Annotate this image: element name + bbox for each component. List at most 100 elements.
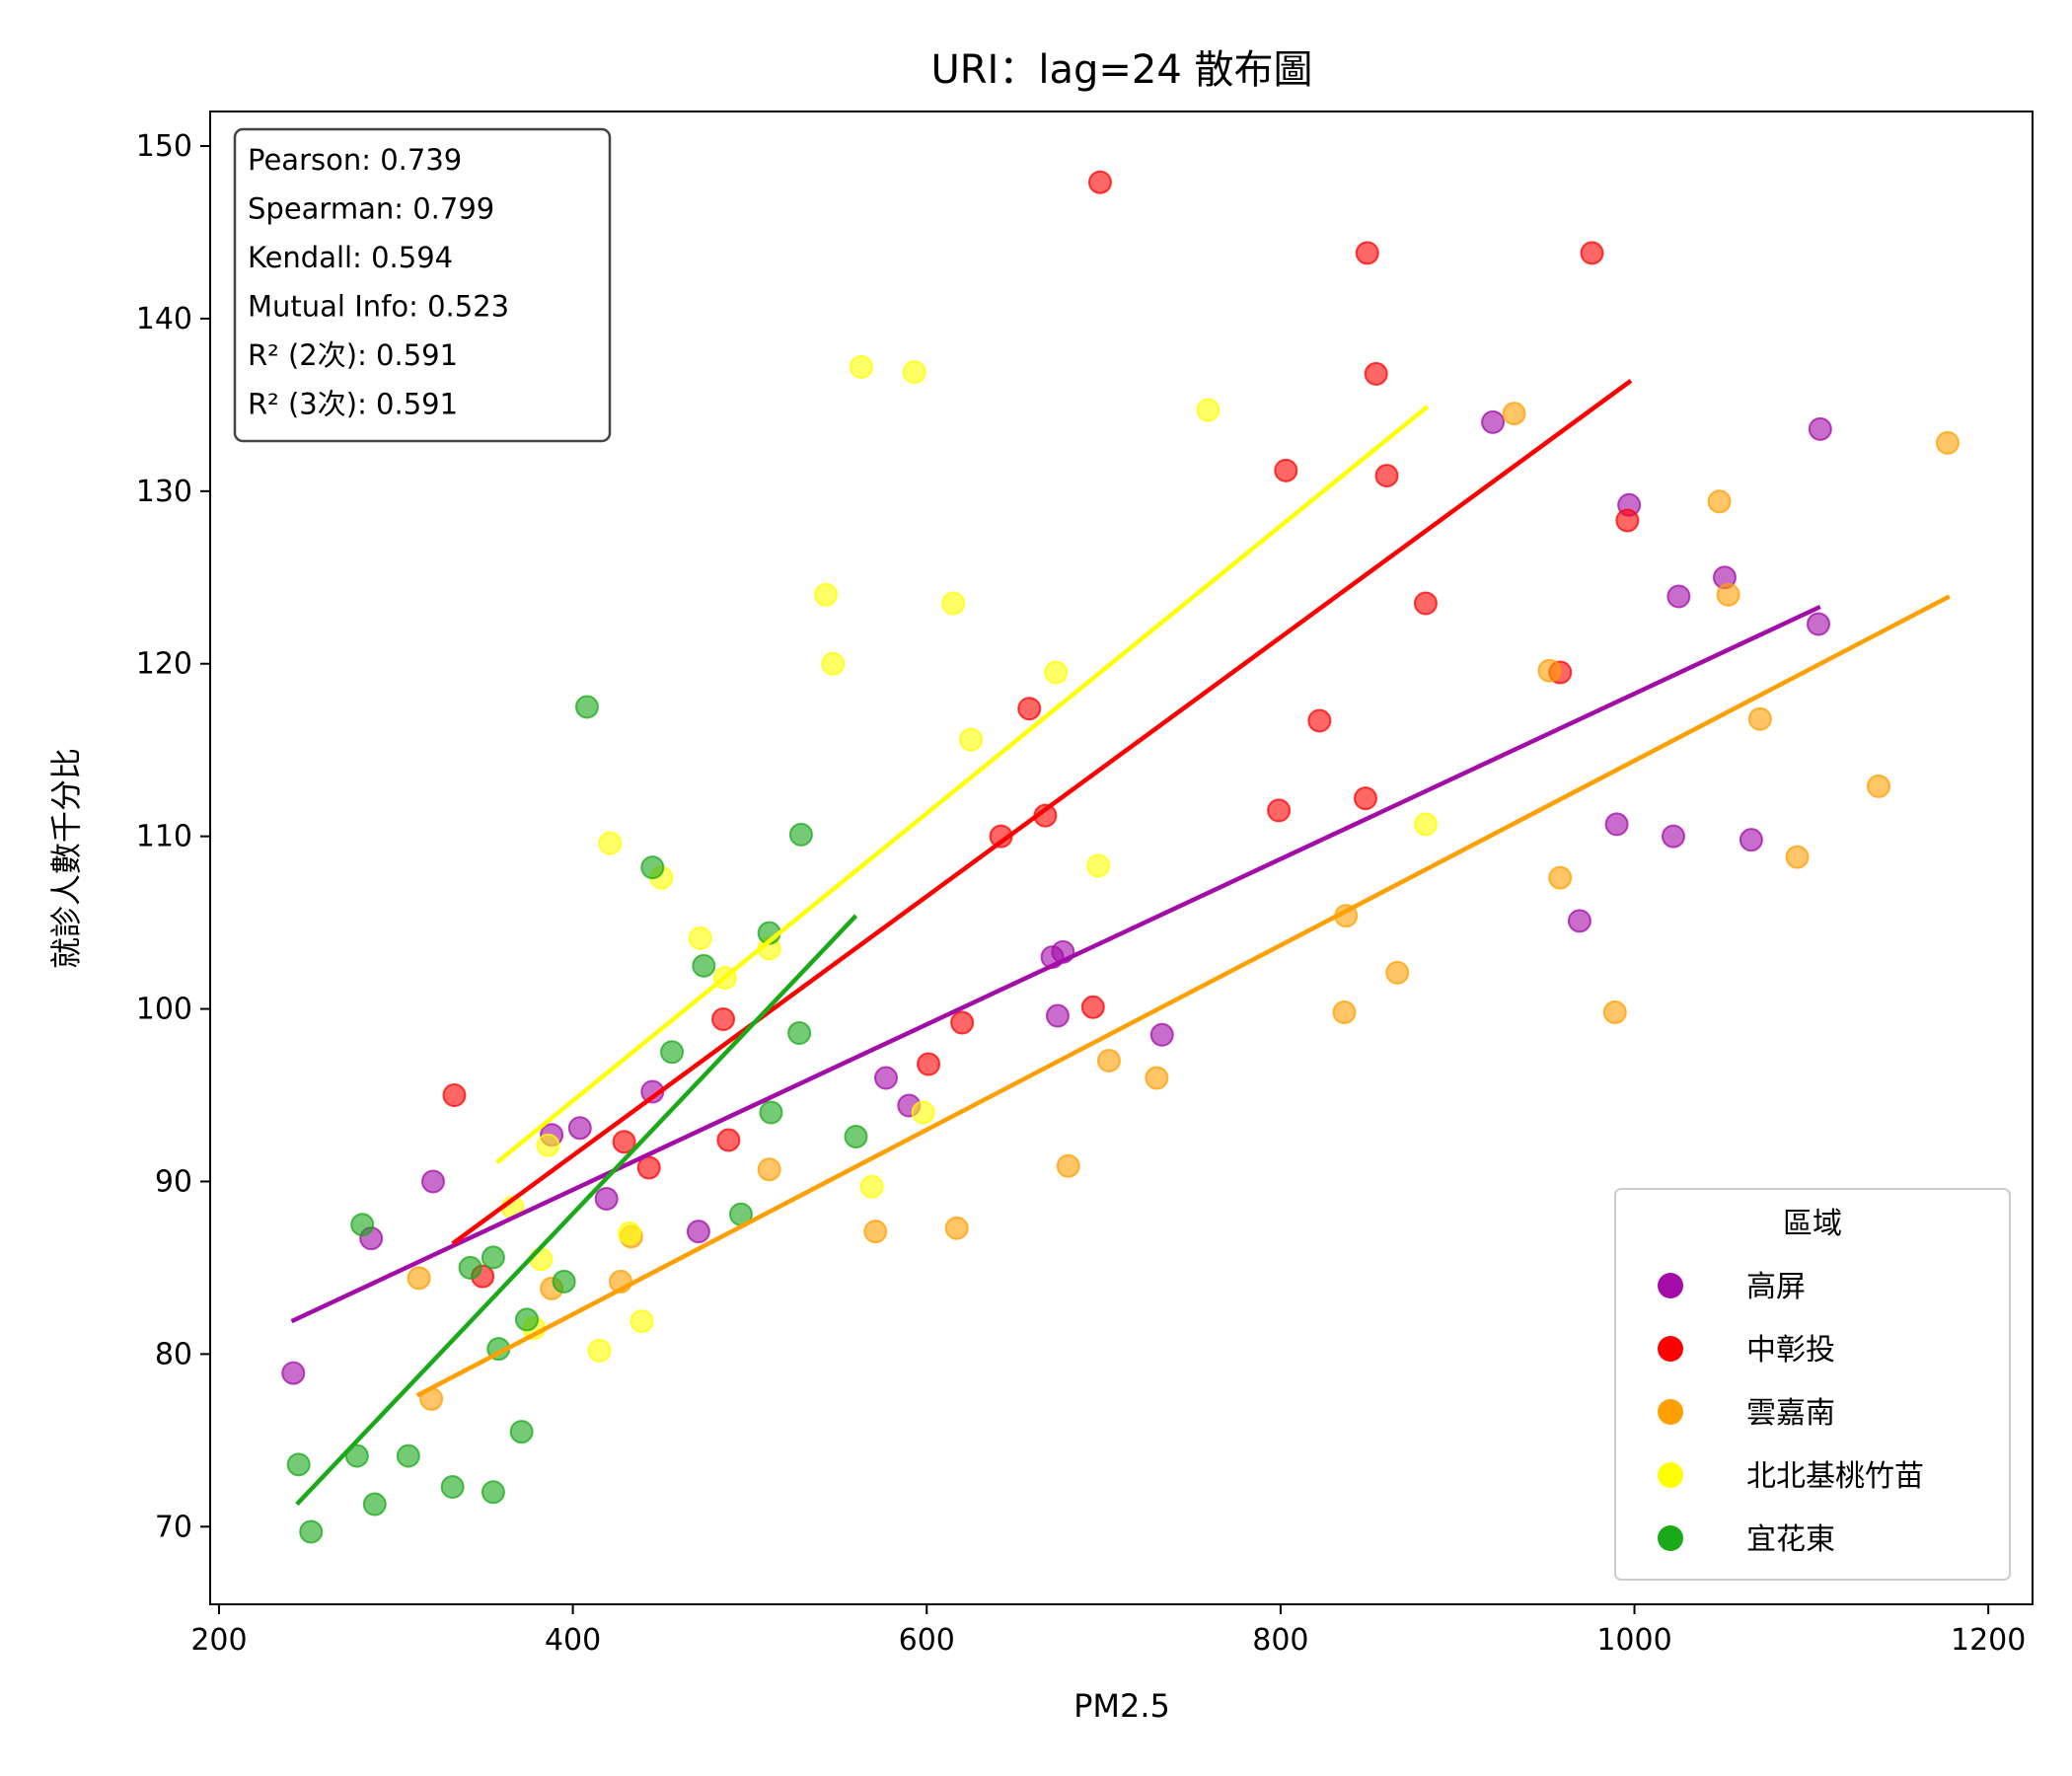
data-point (1935, 430, 1960, 455)
y-tick-label: 100 (136, 993, 192, 1027)
data-point (902, 360, 926, 385)
data-point (1537, 658, 1562, 683)
x-axis-label: PM2.5 (1073, 1687, 1170, 1725)
y-tick-label: 140 (136, 302, 192, 336)
stats-box-frame (233, 127, 612, 443)
data-point (509, 1420, 534, 1444)
data-point (420, 1169, 445, 1194)
data-point (1413, 591, 1438, 616)
data-point (598, 831, 623, 855)
stats-line: Spearman: 0.799 (248, 192, 494, 226)
y-tick-label: 110 (136, 820, 192, 854)
data-point (1086, 853, 1111, 878)
data-point (859, 1174, 884, 1199)
data-point (574, 695, 599, 719)
data-point (788, 822, 813, 847)
y-axis: 70 80 90 100 110 120 130 140 150 (136, 129, 210, 1544)
data-point (612, 1130, 636, 1154)
legend-label: 中彰投 (1746, 1333, 1835, 1368)
trend-line-2 (415, 594, 1951, 1398)
data-point (1096, 1049, 1121, 1073)
legend-marker (1658, 1273, 1683, 1298)
data-point (944, 1216, 969, 1240)
stats-line: Kendall: 0.594 (248, 241, 453, 274)
data-point (396, 1443, 420, 1468)
data-point (567, 1116, 592, 1141)
y-tick-label: 130 (136, 475, 192, 509)
data-point (617, 1221, 641, 1245)
data-point (1087, 170, 1112, 194)
legend-marker (1658, 1399, 1683, 1425)
data-point (458, 1255, 482, 1280)
data-point (1413, 812, 1438, 837)
x-tick-label: 1200 (1951, 1623, 2026, 1658)
data-point (1666, 584, 1691, 609)
series-2 (407, 402, 1960, 1411)
data-point (1602, 1000, 1627, 1025)
data-point (1267, 798, 1292, 823)
data-point (917, 1052, 941, 1076)
data-point (1580, 241, 1604, 265)
data-point (688, 925, 712, 950)
data-point (686, 1220, 710, 1244)
data-point (481, 1480, 505, 1505)
data-point (1353, 786, 1377, 811)
data-point (529, 1247, 554, 1272)
data-point (1364, 361, 1388, 386)
data-point (1615, 508, 1640, 533)
plot-frame (209, 111, 2034, 1605)
data-point (1196, 398, 1221, 422)
legend-marker (1658, 1462, 1683, 1488)
data-point (640, 855, 665, 880)
data-point (1145, 1066, 1169, 1090)
data-point (950, 1010, 975, 1035)
stats-line: R² (2次): 0.591 (248, 338, 458, 372)
data-point (863, 1220, 888, 1244)
data-point (281, 1361, 306, 1385)
data-point (1502, 402, 1526, 426)
data-point (941, 591, 966, 616)
trend-line-0 (290, 604, 1821, 1324)
data-point (514, 1307, 539, 1332)
data-point (440, 1475, 465, 1500)
trend-line-3 (495, 405, 1430, 1164)
legend-frame (1614, 1188, 2011, 1581)
data-point (407, 1266, 431, 1291)
trend-line-1 (451, 379, 1633, 1246)
plot-area (281, 170, 1960, 1544)
data-point (350, 1213, 375, 1237)
data-point (1149, 1022, 1174, 1047)
data-point (1548, 865, 1573, 890)
y-tick-label: 80 (155, 1337, 192, 1371)
x-tick-label: 800 (1252, 1623, 1308, 1658)
stats-lines: Pearson: 0.739 Spearman: 0.799 Kendall: 0.… (248, 143, 509, 421)
legend-label: 高屏 (1746, 1270, 1806, 1304)
y-tick-label: 70 (155, 1510, 192, 1544)
legend-title: 區域 (1783, 1207, 1842, 1241)
data-point (1866, 774, 1890, 798)
y-axis-label: 就診人數千分比 (47, 748, 85, 969)
data-point (362, 1492, 387, 1517)
data-point (1785, 845, 1810, 869)
x-tick-label: 600 (899, 1623, 955, 1658)
data-point (814, 582, 839, 607)
legend-marker (1658, 1336, 1683, 1362)
data-point (1707, 489, 1732, 514)
stats-line: Mutual Info: 0.523 (248, 290, 509, 324)
data-point (1056, 1153, 1080, 1178)
data-point (759, 1100, 783, 1125)
data-point (299, 1519, 324, 1544)
data-point (1080, 995, 1105, 1019)
y-tick-label: 120 (136, 647, 192, 682)
data-point (1604, 812, 1629, 837)
data-point (1374, 464, 1399, 488)
data-point (1307, 708, 1332, 733)
y-tick-label: 90 (155, 1164, 192, 1199)
data-point (1739, 828, 1763, 852)
data-point (1661, 824, 1685, 849)
legend-label: 北北基桃竹苗 (1746, 1459, 1924, 1494)
data-point (1274, 458, 1298, 482)
